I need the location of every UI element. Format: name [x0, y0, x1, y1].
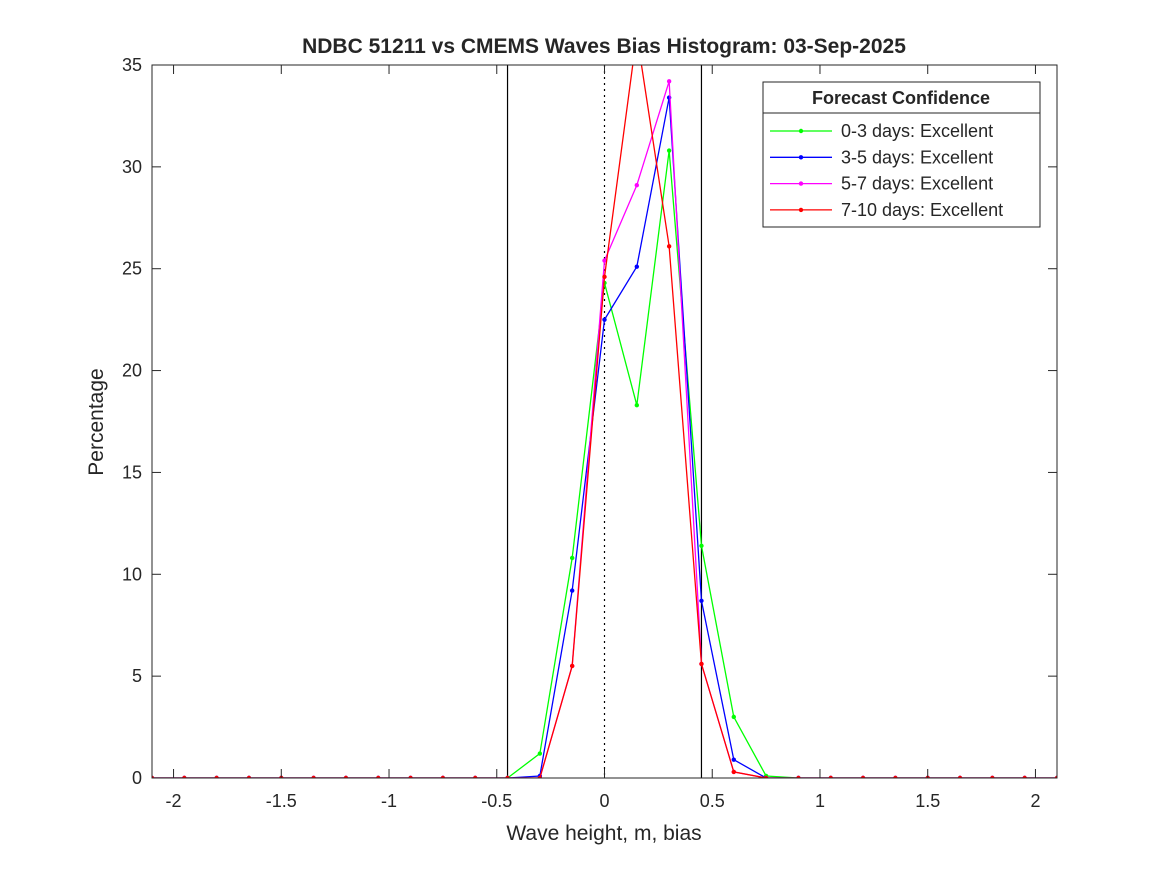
y-axis-ticks: 0 5 10 15 20 25 30 35	[122, 55, 1057, 788]
chart-title: NDBC 51211 vs CMEMS Waves Bias Histogram…	[302, 35, 906, 58]
series-point	[182, 775, 187, 778]
series-point	[699, 598, 704, 603]
x-tick-label: 2	[1030, 791, 1040, 811]
legend-entry-label: 0-3 days: Excellent	[841, 121, 993, 141]
x-tick-label: 1	[815, 791, 825, 811]
legend-entry-label: 3-5 days: Excellent	[841, 147, 993, 167]
y-tick-label: 20	[122, 361, 142, 381]
series-point	[634, 403, 640, 408]
series-point	[440, 775, 446, 778]
series-point	[343, 775, 349, 778]
y-tick-label: 15	[122, 462, 142, 482]
series-point	[569, 588, 575, 593]
series-point	[634, 264, 640, 269]
series-point	[860, 775, 866, 778]
y-tick-label: 0	[132, 768, 142, 788]
series-point	[602, 317, 607, 322]
legend-entries: 0-3 days: Excellent 3-5 days: Excellent 5-…	[770, 121, 1003, 220]
legend-swatch-marker	[798, 155, 804, 160]
x-tick-label: -1	[381, 791, 397, 811]
legend-swatch-marker	[798, 207, 804, 213]
series-point	[957, 775, 963, 778]
series-point	[634, 182, 640, 188]
x-tick-label: -2	[166, 791, 182, 811]
series-point	[214, 775, 219, 778]
series-point	[311, 775, 316, 778]
series-point	[731, 769, 736, 775]
x-tick-label: -1.5	[266, 791, 297, 811]
y-tick-label: 25	[122, 259, 142, 279]
series-point	[569, 555, 575, 561]
series-point	[246, 775, 252, 778]
series-point	[666, 79, 672, 84]
y-tick-label: 5	[132, 666, 142, 686]
series-point	[796, 775, 801, 778]
series-point	[569, 663, 575, 669]
legend-entry-label: 5-7 days: Excellent	[841, 174, 993, 194]
legend: Forecast Confidence 0-3 days: Excellent 3…	[762, 81, 1041, 228]
x-axis-ticks: -2 -1.5 -1 -0.5 0 0.5 1 1.5 2	[166, 65, 1040, 811]
series-point	[893, 775, 898, 778]
series-point	[1022, 775, 1027, 778]
series-point	[602, 258, 607, 263]
series-point	[666, 148, 672, 153]
series-point	[666, 244, 672, 249]
series-point	[731, 714, 736, 720]
series-point	[699, 543, 704, 548]
x-tick-label: 0.5	[700, 791, 725, 811]
series-point	[828, 775, 833, 778]
series-point	[152, 775, 155, 778]
y-axis-label: Percentage	[85, 368, 108, 475]
series-point	[763, 775, 769, 778]
x-tick-label: -0.5	[481, 791, 512, 811]
series-layer	[152, 65, 1057, 778]
series-point	[699, 661, 704, 667]
y-tick-label: 35	[122, 55, 142, 75]
series-point	[990, 775, 995, 778]
series-point	[602, 274, 607, 280]
legend-swatch-marker	[798, 181, 804, 186]
series-point	[376, 775, 381, 778]
legend-box	[762, 81, 1041, 228]
series-point	[505, 775, 510, 778]
series-point	[408, 775, 413, 778]
legend-title: Forecast Confidence	[812, 88, 990, 108]
y-tick-label: 30	[122, 157, 142, 177]
x-axis-label: Wave height, m, bias	[506, 822, 701, 845]
legend-entry-label: 7-10 days: Excellent	[841, 200, 1003, 220]
series-point	[1054, 775, 1057, 778]
x-tick-label: 1.5	[915, 791, 940, 811]
series-point	[731, 757, 736, 762]
legend-swatch-marker	[798, 128, 804, 134]
series-point	[537, 775, 543, 778]
series-point	[473, 775, 478, 778]
x-tick-label: 0	[599, 791, 609, 811]
y-tick-label: 10	[122, 564, 142, 584]
series-point	[537, 751, 543, 756]
